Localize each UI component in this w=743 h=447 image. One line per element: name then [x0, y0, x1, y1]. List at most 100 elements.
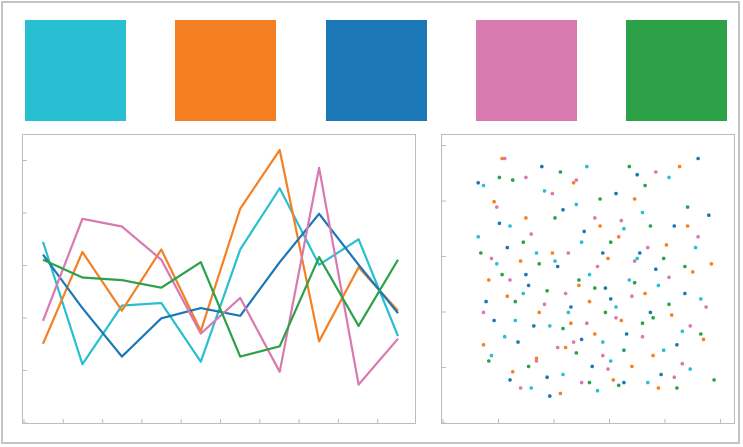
scatter-point-series-3	[550, 191, 555, 196]
scatter-point-series-4	[661, 256, 666, 261]
scatter-point-series-4	[521, 240, 526, 244]
line-series-4	[42, 255, 399, 358]
scatter-point-series-0	[680, 329, 685, 334]
scatter-point-series-2	[638, 251, 642, 255]
scatter-point-series-0	[495, 262, 499, 266]
scatter-point-series-3	[672, 375, 677, 379]
scatter-point-series-3	[619, 218, 624, 223]
scatter-point-series-1	[677, 164, 682, 169]
line-series-0	[41, 187, 400, 366]
scatter-point-series-0	[608, 359, 613, 363]
scatter-point-series-4	[553, 216, 557, 220]
scatter-point-series-0	[587, 272, 592, 277]
scatter-point-series-3	[595, 264, 600, 269]
scatter-point-series-4	[712, 378, 716, 382]
scatter-point-series-4	[667, 302, 671, 307]
scatter-point-series-3	[529, 232, 533, 236]
scatter-point-series-0	[561, 372, 565, 377]
scatter-point-series-0	[627, 278, 632, 282]
scatter-point-series-3	[566, 251, 571, 255]
scatter-point-series-1	[518, 259, 523, 263]
scatter-point-series-2	[492, 318, 496, 323]
scatter-point-series-1	[593, 332, 597, 336]
scatter-point-series-2	[497, 221, 502, 226]
scatter-point-series-4	[500, 272, 504, 277]
scatter-point-series-2	[561, 208, 565, 212]
scatter-point-series-2	[569, 305, 573, 309]
line-series-3	[41, 166, 399, 386]
scatter-point-series-3	[481, 310, 486, 315]
scatter-point-series-1	[550, 251, 555, 255]
scatter-point-series-0	[693, 245, 698, 250]
scatter-point-series-3	[579, 380, 584, 385]
scatter-point-series-1	[587, 299, 592, 304]
scatter-point-series-4	[603, 310, 608, 315]
scatter-point-series-0	[699, 297, 703, 301]
swatch-cyan	[25, 20, 126, 121]
scatter-point-series-0	[667, 175, 671, 180]
scatter-point-series-4	[627, 164, 632, 169]
scatter-point-series-2	[545, 375, 549, 379]
scatter-point-series-3	[654, 170, 658, 174]
scatter-point-series-0	[574, 202, 579, 207]
scatter-point-series-2	[524, 272, 528, 277]
scatter-point-series-3	[601, 353, 605, 358]
line-series-1	[41, 148, 399, 345]
scatter-point-series-2	[505, 245, 510, 250]
scatter-point-series-0	[688, 367, 692, 371]
scatter-point-series-2	[608, 297, 613, 301]
scatter-point-series-0	[566, 310, 571, 315]
scatter-point-series-4	[643, 183, 647, 188]
scatter-point-series-1	[643, 291, 647, 296]
scatter-point-series-3	[571, 340, 576, 344]
scatter-point-series-3	[606, 367, 610, 371]
scatter-point-series-1	[481, 343, 486, 347]
scatter-point-series-4	[648, 224, 653, 228]
line-chart	[23, 148, 400, 424]
scatter-point-series-2	[508, 378, 512, 382]
scatter-point-series-2	[659, 372, 663, 377]
scatter-point-series-2	[707, 213, 711, 217]
scatter-point-series-1	[691, 270, 695, 274]
scatter-point-series-4	[479, 251, 483, 255]
scatter-point-series-4	[587, 380, 592, 385]
scatter-point-series-2	[601, 251, 605, 255]
scatter-point-series-3	[508, 278, 512, 282]
scatter-point-series-0	[579, 240, 584, 244]
scatter-point-series-1	[505, 294, 510, 298]
scatter-point-series-3	[680, 361, 685, 366]
scatter-point-series-1	[685, 224, 690, 228]
scatter-point-series-1	[619, 318, 624, 323]
scatter-point-series-0	[640, 210, 645, 215]
scatter-point-series-4	[683, 264, 687, 269]
scatter-point-series-1	[510, 370, 515, 374]
scatter-point-series-2	[548, 394, 552, 398]
scatter-point-series-3	[630, 294, 634, 298]
scatter-point-series-1	[500, 156, 504, 161]
scatter-point-series-0	[521, 291, 526, 296]
scatter-point-series-0	[489, 353, 494, 358]
scatter-point-series-4	[513, 299, 518, 304]
scatter-point-series-2	[648, 310, 653, 315]
scatter-point-series-0	[656, 283, 661, 288]
scatter-point-series-4	[616, 383, 621, 388]
scatter-point-series-2	[672, 224, 677, 228]
scatter-point-series-2	[603, 286, 608, 290]
scatter-point-series-2	[579, 337, 584, 342]
scatter-point-series-4	[640, 321, 645, 325]
scatter-point-series-3	[495, 205, 499, 209]
scatter-point-series-2	[555, 264, 560, 269]
scatter-point-series-0	[534, 251, 539, 255]
swatch-orange	[175, 20, 276, 121]
scatter-point-series-1	[558, 391, 563, 396]
scatter-point-series-3	[646, 245, 650, 250]
scatter-point-series-4	[497, 175, 502, 180]
scatter-point-series-1	[664, 243, 669, 247]
scatter-point-series-0	[585, 164, 589, 169]
scatter-point-series-1	[656, 386, 661, 390]
scatter-point-series-2	[516, 340, 520, 344]
scatter-point-series-1	[701, 337, 706, 342]
scatter-point-series-4	[699, 332, 703, 336]
scatter-point-series-4	[577, 278, 581, 282]
scatter-point-series-3	[585, 321, 589, 325]
